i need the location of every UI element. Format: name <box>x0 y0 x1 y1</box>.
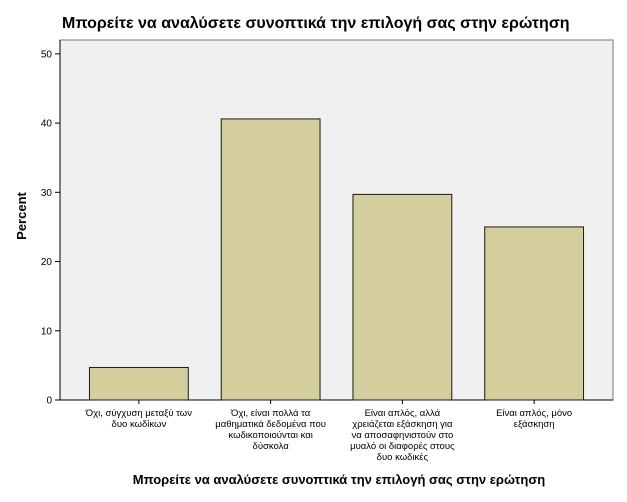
chart-title: Μπορείτε να αναλύσετε συνοπτικά την επιλ… <box>62 15 570 32</box>
x-axis <box>60 399 613 404</box>
bar <box>352 193 453 401</box>
bars-group <box>88 118 585 401</box>
y-axis: 0 10 20 30 40 50 <box>41 40 61 407</box>
y-tick-label: 50 <box>41 49 53 60</box>
x-axis-title: Μπορείτε να αναλύσετε συνοπτικά την επιλ… <box>133 472 545 487</box>
bar <box>220 118 321 401</box>
y-tick-label: 30 <box>41 188 53 199</box>
y-tick-label: 40 <box>41 119 53 130</box>
y-tick-label: 20 <box>41 257 53 268</box>
y-tick-label: 0 <box>46 396 52 407</box>
y-axis-title: Percent <box>14 191 29 239</box>
bar <box>484 226 585 401</box>
x-tick-label: Είναι απλός, μόνο εξάσκηση <box>496 408 572 430</box>
x-tick-label: Όχι, είναι πολλά τα μαθηματικά δεδομένα π… <box>215 408 326 452</box>
bar <box>88 366 189 401</box>
x-tick-label: Είναι απλός, αλλά χρειάζεται εξάσκηση για… <box>350 408 455 463</box>
x-tick-label: Όχι, σύγχυση μεταξύ των δυο κωδίκων <box>85 408 192 430</box>
y-tick-label: 10 <box>41 326 53 337</box>
category-labels: Όχι, σύγχυση μεταξύ των δυο κωδίκων Όχι, ε… <box>85 408 572 463</box>
